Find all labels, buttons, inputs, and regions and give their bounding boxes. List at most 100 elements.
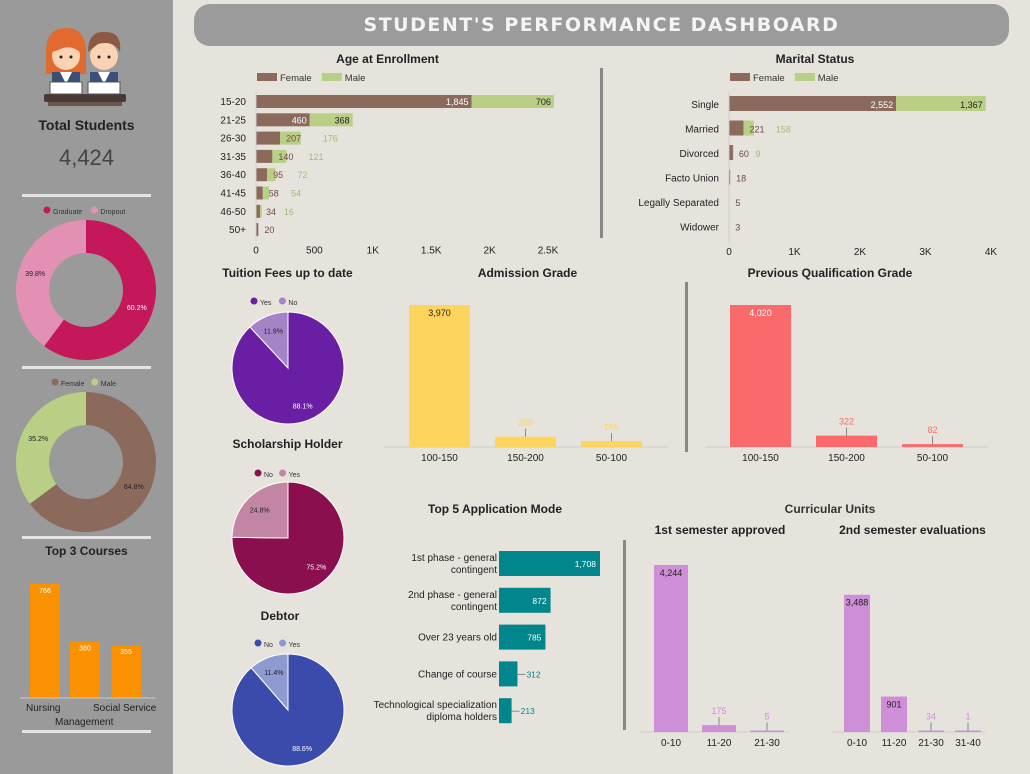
- debtor-legend-swatch: [279, 639, 287, 647]
- graduate-legend-swatch: [90, 206, 98, 214]
- debtor-legend-label: Yes: [289, 642, 301, 649]
- marital-title: Marital Status: [775, 52, 855, 66]
- prevqual-bar: [902, 444, 963, 447]
- age-value-label: 460: [292, 115, 307, 125]
- sem1-bar: [750, 730, 784, 732]
- marital-xtick-label: 0: [726, 247, 732, 258]
- scholarship-legend-swatch: [254, 469, 262, 477]
- age-value-label: 95: [273, 170, 283, 180]
- age-value-label: 16: [284, 207, 294, 217]
- age-value-label: 58: [269, 189, 279, 199]
- course-tick-label: Nursing: [26, 703, 60, 714]
- age-value-label: 176: [323, 134, 338, 144]
- age-female-bar: [256, 131, 281, 145]
- appmode-tick-label: Over 23 years old: [418, 633, 497, 644]
- scholarship-pie-slice: [231, 481, 289, 539]
- admission-value-label: 166: [604, 422, 619, 432]
- age-female-bar: [256, 113, 310, 127]
- appmode-tick-label: 2nd phase - general: [408, 590, 497, 601]
- appmode-tick-label: Technological specialization: [374, 700, 497, 711]
- marital-xtick-label: 3K: [919, 247, 932, 258]
- age-female-bar: [256, 186, 263, 200]
- age-tick-label: 36-40: [220, 170, 246, 181]
- age-legend-label: Female: [280, 73, 312, 84]
- marital-male-bar: [896, 96, 986, 111]
- age-tick-label: 15-20: [220, 97, 246, 108]
- marital-tick-label: Facto Union: [665, 174, 719, 185]
- age-female-bar: [256, 223, 259, 237]
- scholarship-title: Scholarship Holder: [232, 437, 343, 451]
- age-legend-swatch: [257, 73, 277, 81]
- divider: [22, 730, 151, 733]
- marital-xtick-label: 4K: [985, 247, 998, 258]
- marital-legend-swatch: [794, 73, 815, 81]
- sem2-bar: [955, 730, 981, 732]
- prevqual-bar: [730, 305, 791, 447]
- marital-value-label: 60: [739, 149, 749, 159]
- sem2-title: 2nd semester evaluations: [839, 523, 986, 537]
- appmode-value-label: 1,708: [575, 559, 597, 569]
- marital-value-label: 158: [776, 125, 791, 135]
- prevqual-value-label: 82: [927, 425, 937, 435]
- main-charts: Female Male 15-20 1,845 706 21-25 460 368 26-30 2…: [220, 73, 998, 767]
- course-value-label: 355: [120, 649, 132, 656]
- admission-value-label: 3,970: [428, 308, 451, 318]
- appmode-bar: [499, 698, 512, 724]
- admission-tick-label: 100-150: [421, 453, 458, 464]
- sem2-tick-label: 31-40: [955, 738, 981, 749]
- top-courses-title: Top 3 Courses: [45, 544, 128, 558]
- appmode-tick-label: diploma holders: [426, 712, 497, 723]
- age-tick-label: 50+: [229, 225, 246, 236]
- age-value-label: 121: [308, 152, 323, 162]
- course-tick-label: Management: [55, 717, 114, 728]
- graduate-donut-slice: [44, 220, 156, 360]
- tuition-legend-label: Yes: [260, 300, 272, 307]
- debtor-pie-value-label: 88.6%: [292, 746, 312, 753]
- marital-female-bar: [729, 169, 731, 185]
- sem2-bar: [918, 730, 944, 732]
- marital-value-label: 1,367: [960, 100, 983, 110]
- marital-tick-label: Married: [685, 125, 719, 136]
- marital-tick-label: Widower: [680, 223, 720, 234]
- prevqual-value-label: 322: [839, 417, 854, 427]
- course-bar: [30, 584, 60, 698]
- admission-tick-label: 50-100: [596, 453, 628, 464]
- prevqual-tick-label: 50-100: [917, 453, 949, 464]
- appmode-bar: [499, 551, 600, 576]
- tuition-legend-label: No: [288, 300, 297, 307]
- sem1-tick-label: 11-20: [707, 738, 732, 749]
- sem2-bar: [881, 696, 907, 732]
- debtor-title: Debtor: [260, 609, 300, 623]
- sem1-value-label: 175: [711, 706, 726, 716]
- age-value-label: 34: [266, 207, 276, 217]
- age-xtick-label: 1.5K: [421, 245, 442, 256]
- scholarship-legend-label: Yes: [289, 472, 301, 479]
- sem1-bar: [654, 565, 688, 732]
- graduate-donut-value-label: 39.8%: [25, 271, 45, 278]
- age-value-label: 20: [264, 225, 274, 235]
- appmode-value-label: 872: [532, 596, 546, 606]
- gender-donut-value-label: 64.8%: [124, 484, 144, 491]
- appmode-value-label: 785: [527, 633, 541, 643]
- scholarship-pie-value-label: 75.2%: [306, 565, 326, 572]
- age-title: Age at Enrollment: [336, 52, 439, 66]
- age-tick-label: 26-30: [220, 134, 246, 145]
- age-male-bar: [262, 186, 270, 200]
- marital-legend-label: Female: [753, 73, 785, 84]
- marital-value-label: 5: [735, 198, 740, 208]
- scholarship-legend-label: No: [264, 472, 273, 479]
- gender-legend-label: Female: [61, 381, 84, 388]
- sem2-tick-label: 11-20: [882, 738, 907, 749]
- scholarship-legend-swatch: [279, 469, 287, 477]
- debtor-legend-label: No: [264, 642, 273, 649]
- marital-value-label: 18: [736, 174, 746, 184]
- sem2-tick-label: 0-10: [847, 738, 867, 749]
- age-female-bar: [256, 149, 273, 163]
- admission-title: Admission Grade: [477, 266, 578, 280]
- marital-value-label: 9: [756, 149, 761, 159]
- divider: [623, 540, 626, 730]
- gender-donut-slice: [29, 392, 156, 532]
- sem2-tick-label: 21-30: [918, 738, 944, 749]
- course-bar: [111, 645, 141, 698]
- admission-bar: [495, 436, 556, 447]
